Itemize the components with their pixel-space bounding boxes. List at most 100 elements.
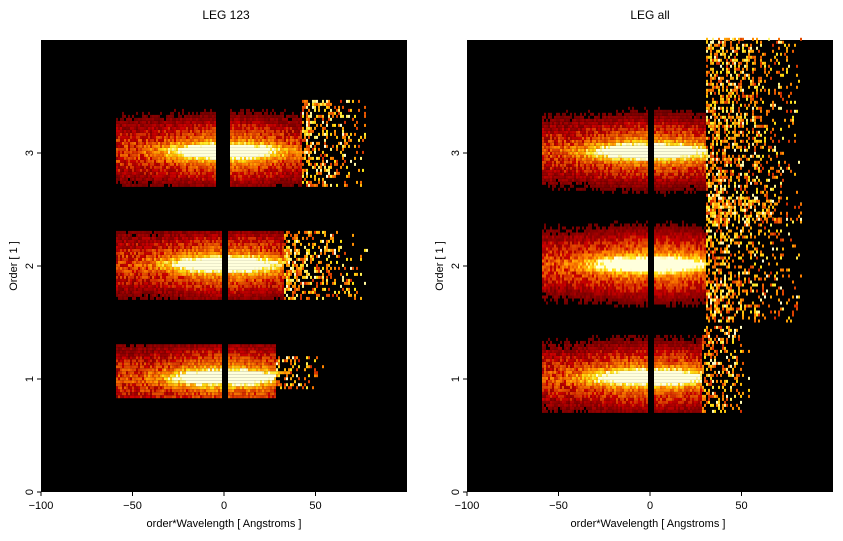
heatmap-cell: [156, 249, 158, 252]
heatmap-cell: [168, 386, 170, 389]
heatmap-cell: [210, 252, 212, 255]
heatmap-cell: [196, 184, 198, 187]
heatmap-cell: [152, 291, 154, 294]
heatmap-cell: [306, 169, 308, 172]
heatmap-cell: [298, 172, 300, 175]
heatmap-cell: [240, 243, 242, 246]
heatmap-cell: [158, 276, 160, 279]
heatmap-cell: [254, 362, 256, 365]
heatmap-cell: [162, 234, 164, 237]
heatmap-cell: [270, 377, 272, 380]
heatmap-cell: [276, 175, 278, 178]
heatmap-cell: [234, 347, 236, 350]
heatmap-cell: [268, 273, 270, 276]
heatmap-cell: [218, 374, 220, 377]
heatmap-cell: [158, 184, 160, 187]
heatmap-cell: [278, 294, 280, 297]
heatmap-cell: [160, 279, 162, 282]
heatmap-cell: [252, 344, 254, 347]
heatmap-cell: [216, 380, 218, 383]
heatmap-cell: [198, 347, 200, 350]
heatmap-cell: [166, 279, 168, 282]
heatmap-cell: [174, 237, 176, 240]
heatmap-cell: [280, 270, 282, 273]
heatmap-cell: [258, 169, 260, 172]
heatmap-cell: [148, 252, 150, 255]
heatmap-cell: [128, 175, 130, 178]
heatmap-cell: [128, 252, 130, 255]
heatmap-cell: [154, 175, 156, 178]
heatmap-cell: [180, 270, 182, 273]
heatmap-cell: [246, 365, 248, 368]
heatmap-cell: [170, 255, 172, 258]
heatmap-cell: [290, 145, 292, 148]
heatmap-cell: [202, 151, 204, 154]
heatmap-cell: [190, 160, 192, 163]
heatmap-cell: [178, 285, 180, 288]
heatmap-cell: [250, 237, 252, 240]
heatmap-cell: [120, 356, 122, 359]
heatmap-cell: [214, 166, 216, 169]
heatmap-cell: [194, 142, 196, 145]
heatmap-cell: [280, 154, 282, 157]
heatmap-cell: [156, 258, 158, 261]
heatmap-cell: [174, 234, 176, 237]
heatmap-cell: [324, 166, 326, 169]
heatmap-cell: [130, 383, 132, 386]
heatmap-cell: [152, 344, 154, 347]
heatmap-cell: [202, 258, 204, 261]
heatmap-cell: [140, 178, 142, 181]
heatmap-cell: [264, 175, 266, 178]
heatmap-cell: [230, 282, 232, 285]
heatmap-cell: [262, 163, 264, 166]
heatmap-cell: [260, 169, 262, 172]
heatmap-cell: [252, 386, 254, 389]
heatmap-cell: [204, 380, 206, 383]
heatmap-cell: [214, 279, 216, 282]
heatmap-cell: [246, 246, 248, 249]
heatmap-cell: [130, 154, 132, 157]
heatmap-cell: [140, 163, 142, 166]
heatmap-cell: [246, 395, 248, 398]
heatmap-cell: [272, 231, 274, 234]
heatmap-cell: [166, 359, 168, 362]
heatmap-cell: [168, 258, 170, 261]
heatmap-cell: [176, 291, 178, 294]
heatmap-cell: [198, 383, 200, 386]
heatmap-cell: [310, 231, 312, 234]
heatmap-cell: [116, 392, 118, 395]
heatmap-cell: [288, 163, 290, 166]
heatmap-cell: [186, 157, 188, 160]
heatmap-cell: [186, 374, 188, 377]
heatmap-cell: [326, 270, 328, 273]
heatmap-cell: [212, 154, 214, 157]
heatmap-cell: [278, 234, 280, 237]
heatmap-cell: [180, 240, 182, 243]
heatmap-cell: [204, 297, 206, 300]
heatmap-cell: [220, 365, 222, 368]
heatmap-cell: [200, 264, 202, 267]
heatmap-cell: [216, 386, 218, 389]
heatmap-cell: [198, 344, 200, 347]
heatmap-cell: [188, 145, 190, 148]
heatmap-cell: [118, 249, 120, 252]
heatmap-cell: [174, 148, 176, 151]
heatmap-cell: [188, 237, 190, 240]
heatmap-cell: [330, 184, 332, 187]
heatmap-cell: [306, 362, 308, 365]
heatmap-cell: [246, 291, 248, 294]
heatmap-cell: [330, 148, 332, 151]
heatmap-cell: [244, 145, 246, 148]
heatmap-cell: [142, 181, 144, 184]
heatmap-cell: [148, 255, 150, 258]
heatmap-cell: [286, 383, 288, 386]
heatmap-cell: [236, 392, 238, 395]
heatmap-cell: [206, 386, 208, 389]
heatmap-cell: [300, 270, 302, 273]
heatmap-cell: [132, 261, 134, 264]
heatmap-cell: [190, 234, 192, 237]
heatmap-cell: [138, 353, 140, 356]
heatmap-cell: [194, 279, 196, 282]
heatmap-cell: [266, 243, 268, 246]
heatmap-cell: [148, 148, 150, 151]
